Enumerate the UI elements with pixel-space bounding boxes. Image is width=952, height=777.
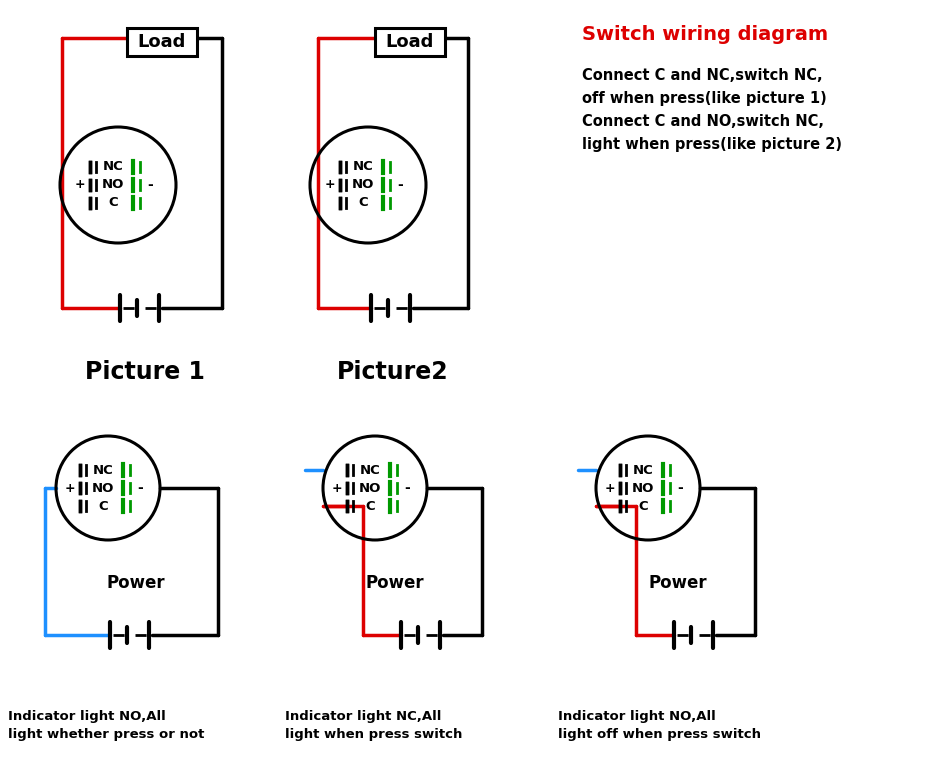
Text: NO: NO xyxy=(102,179,124,191)
Text: NC: NC xyxy=(103,161,124,173)
Text: light when press(like picture 2): light when press(like picture 2) xyxy=(582,137,842,152)
Text: Switch wiring diagram: Switch wiring diagram xyxy=(582,25,828,44)
Text: Picture2: Picture2 xyxy=(337,360,448,384)
Text: -: - xyxy=(405,481,410,495)
Bar xyxy=(127,28,197,56)
Text: Load: Load xyxy=(386,33,434,51)
Text: Indicator light NO,All: Indicator light NO,All xyxy=(558,710,716,723)
Text: +: + xyxy=(605,482,615,494)
Text: Indicator light NC,All: Indicator light NC,All xyxy=(285,710,442,723)
Text: NC: NC xyxy=(633,464,653,476)
Text: Power: Power xyxy=(366,574,425,592)
Text: -: - xyxy=(677,481,683,495)
Text: NC: NC xyxy=(360,464,381,476)
Text: C: C xyxy=(109,197,118,210)
Text: light when press switch: light when press switch xyxy=(285,728,463,741)
Bar xyxy=(375,28,445,56)
Text: Power: Power xyxy=(107,574,166,592)
Text: C: C xyxy=(98,500,108,513)
Text: C: C xyxy=(638,500,647,513)
Text: -: - xyxy=(148,178,153,192)
Text: C: C xyxy=(358,197,367,210)
Text: Connect C and NC,switch NC,: Connect C and NC,switch NC, xyxy=(582,68,823,83)
Text: light whether press or not: light whether press or not xyxy=(8,728,205,741)
Text: NO: NO xyxy=(359,482,381,494)
Text: NC: NC xyxy=(92,464,113,476)
Text: NO: NO xyxy=(632,482,654,494)
Text: Power: Power xyxy=(648,574,707,592)
Text: -: - xyxy=(397,178,403,192)
Text: +: + xyxy=(331,482,343,494)
Text: NO: NO xyxy=(352,179,374,191)
Text: Picture 1: Picture 1 xyxy=(85,360,205,384)
Text: Load: Load xyxy=(138,33,187,51)
Text: C: C xyxy=(366,500,375,513)
Text: +: + xyxy=(74,179,86,191)
Text: NO: NO xyxy=(91,482,114,494)
Text: off when press(like picture 1): off when press(like picture 1) xyxy=(582,91,826,106)
Text: NC: NC xyxy=(352,161,373,173)
Text: Indicator light NO,All: Indicator light NO,All xyxy=(8,710,166,723)
Text: Connect C and NO,switch NC,: Connect C and NO,switch NC, xyxy=(582,114,824,129)
Text: +: + xyxy=(65,482,75,494)
Text: +: + xyxy=(325,179,335,191)
Text: -: - xyxy=(137,481,143,495)
Text: light off when press switch: light off when press switch xyxy=(558,728,761,741)
